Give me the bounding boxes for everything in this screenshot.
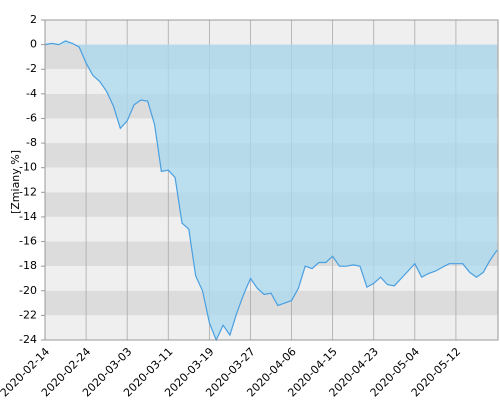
y-tick-label: -4 bbox=[26, 87, 37, 100]
y-tick-label: -10 bbox=[19, 161, 37, 174]
plot-frame bbox=[44, 19, 499, 341]
band bbox=[45, 315, 498, 340]
line bbox=[44, 40, 498, 342]
y-axis-label: [Zmiany %] bbox=[9, 150, 22, 214]
y-tick-label: -14 bbox=[19, 210, 37, 223]
y-tick-label: -12 bbox=[19, 185, 37, 198]
y-tick-label: -8 bbox=[26, 136, 37, 149]
y-tick-label: 2 bbox=[30, 13, 37, 26]
y-tick-label: -18 bbox=[19, 259, 37, 272]
y-tick-label: -16 bbox=[19, 235, 37, 248]
y-tick-label: 0 bbox=[30, 38, 37, 51]
y-tick-label: -20 bbox=[19, 284, 37, 297]
y-tick-label: -22 bbox=[19, 308, 37, 321]
area bbox=[45, 40, 497, 341]
band bbox=[45, 20, 498, 45]
y-tick-label: -6 bbox=[26, 111, 37, 124]
y-tick-label: -2 bbox=[26, 62, 37, 75]
y-tick-label: -24 bbox=[19, 333, 37, 346]
